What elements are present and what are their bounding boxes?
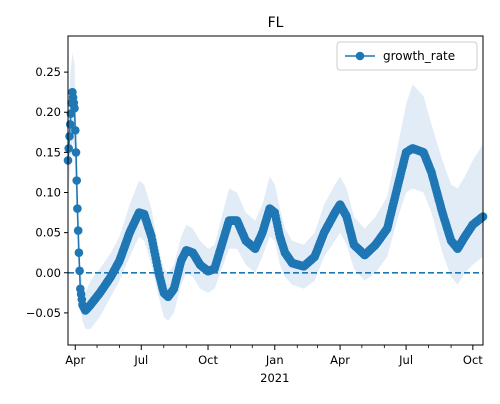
confidence-band: [68, 52, 483, 329]
x-tick-label: Jul: [398, 353, 413, 367]
data-point: [74, 248, 84, 257]
data-point: [72, 176, 81, 185]
axes-layer: −0.05 0.00 0.05 0.10 0.15 0.20 0.25 Apr Jul Oct Ja…: [26, 35, 484, 385]
y-tick-label: 0.20: [35, 105, 61, 119]
data-point: [64, 144, 73, 153]
growth-rate-markers: [63, 87, 488, 315]
data-point: [71, 126, 80, 135]
x-tick-label: Jul: [133, 353, 148, 367]
y-tick-label: −0.05: [26, 306, 61, 320]
legend: growth_rate: [336, 41, 478, 71]
y-tick-label: 0.00: [35, 266, 61, 280]
data-point: [75, 266, 84, 276]
x-year-label: 2021: [260, 371, 289, 385]
confidence-band-layer: [68, 52, 483, 329]
data-point: [71, 148, 81, 157]
data-point: [65, 132, 74, 141]
legend-label: growth_rate: [383, 49, 455, 63]
x-tick-label: Jan: [265, 353, 284, 367]
legend-marker: [355, 51, 365, 61]
data-point: [73, 226, 83, 235]
x-tick-label: Apr: [65, 353, 85, 367]
series-layer: [63, 87, 488, 315]
data-point: [70, 103, 79, 113]
x-tick-label: Apr: [330, 353, 350, 367]
x-tick-label: Oct: [463, 353, 483, 367]
y-tick-label: 0.15: [35, 145, 61, 159]
x-tick-label: Oct: [198, 353, 218, 367]
y-tick-label: 0.25: [35, 65, 61, 79]
chart-title: FL: [268, 15, 284, 31]
y-tick-label: 0.05: [35, 226, 61, 240]
legend-box: [336, 41, 478, 71]
data-point: [73, 204, 82, 213]
plot-frame: [67, 35, 484, 346]
y-tick-label: 0.10: [35, 186, 61, 200]
